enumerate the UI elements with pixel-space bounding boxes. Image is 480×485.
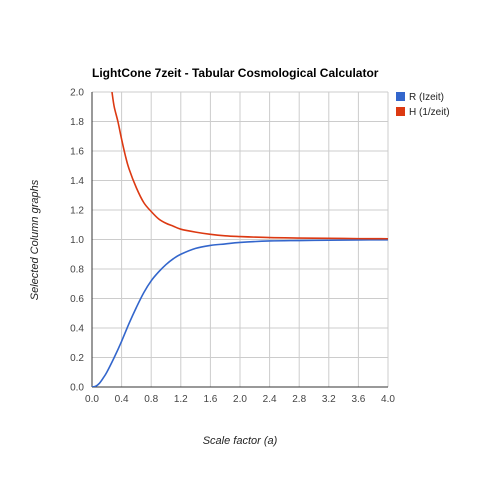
x-tick-label: 2.4 — [263, 394, 277, 405]
y-axis-title: Selected Column graphs — [29, 179, 41, 300]
x-tick-label: 0.8 — [144, 394, 158, 405]
y-tick-label: 0.8 — [70, 265, 84, 276]
y-tick-label: 2.0 — [70, 88, 84, 99]
x-tick-label: 2.0 — [233, 394, 247, 405]
tick-labels: 0.0 0.4 0.8 1.2 1.6 2.0 2.4 2.8 3.2 3.6 4.0 0.0 0.2 0… — [70, 88, 395, 406]
x-tick-label: 0.0 — [85, 394, 99, 405]
series-line-0 — [92, 238, 388, 387]
axes — [91, 92, 388, 388]
x-axis-title: Scale factor (a) — [203, 435, 278, 447]
x-tick-label: 2.8 — [292, 394, 306, 405]
legend: R (Izeit) H (1/zeit) — [396, 92, 450, 118]
series-line-1 — [111, 92, 388, 240]
y-tick-label: 0.4 — [70, 324, 84, 335]
x-tick-label: 0.4 — [115, 394, 129, 405]
series-lines — [92, 92, 388, 387]
grid — [92, 91, 389, 387]
legend-label: H (1/zeit) — [409, 107, 450, 118]
y-tick-label: 0.2 — [70, 353, 84, 364]
x-tick-label: 4.0 — [381, 394, 395, 405]
y-tick-label: 1.2 — [70, 206, 84, 217]
y-tick-label: 1.8 — [70, 117, 84, 128]
y-tick-label: 0.6 — [70, 294, 84, 305]
legend-swatch — [396, 107, 405, 116]
legend-swatch — [396, 92, 405, 101]
y-tick-label: 1.4 — [70, 176, 84, 187]
chart-title: LightCone 7zeit - Tabular Cosmological C… — [92, 66, 379, 80]
x-tick-label: 1.6 — [203, 394, 217, 405]
x-tick-label: 3.6 — [351, 394, 365, 405]
x-tick-label: 1.2 — [174, 394, 188, 405]
x-tick-label: 3.2 — [322, 394, 336, 405]
y-tick-label: 1.0 — [70, 235, 84, 246]
y-tick-label: 1.6 — [70, 147, 84, 158]
y-tick-label: 0.0 — [70, 383, 84, 394]
legend-label: R (Izeit) — [409, 92, 444, 103]
